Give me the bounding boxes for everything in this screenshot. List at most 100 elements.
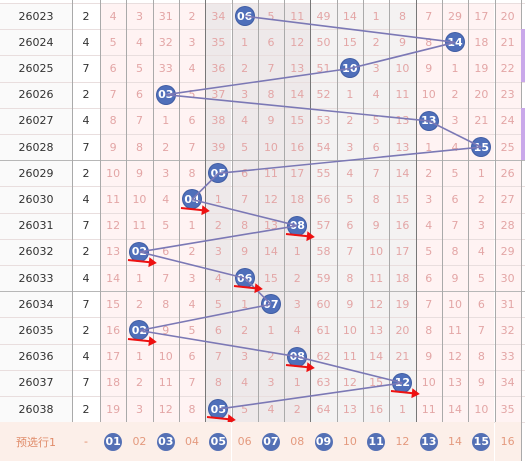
preselect-number-cell[interactable]: 06 [231,422,258,461]
trend-segment [349,41,456,70]
miss-cell: 12 [441,343,469,370]
miss-count: 32 [158,35,173,49]
miss-count: 2 [188,9,196,23]
miss-count: 5 [214,297,222,311]
preselect-number[interactable]: 04 [185,435,200,449]
preselect-number[interactable]: 12 [395,435,410,449]
miss-count: 6 [477,297,485,311]
miss-count: 4 [188,297,196,311]
preselect-number-cell[interactable]: 14 [441,422,469,461]
miss-cell: 4 [205,265,232,292]
miss-cell: 22 [494,55,521,82]
row-divider [0,160,525,162]
miss-count: 30 [500,271,515,285]
miss-cell: 7 [336,238,363,265]
preselect-number-cell[interactable]: 13 [415,422,442,461]
sum-value: 7 [72,369,100,396]
miss-count: 8 [162,297,170,311]
miss-count: 18 [395,271,410,285]
column-divider [178,0,180,461]
preselect-number-cell[interactable]: 01 [100,422,127,461]
miss-cell: 9 [441,265,469,292]
preselect-number-cell[interactable]: 09 [310,422,337,461]
row-divider [0,317,525,319]
miss-cell: 5 [363,107,390,134]
preselect-number[interactable]: 10 [342,435,357,449]
miss-count: 3 [188,35,196,49]
miss-cell: 6 [415,265,442,292]
miss-cell: 2 [468,186,495,213]
miss-count: 3 [214,245,222,259]
miss-count: 2 [293,402,301,416]
preselect-number-ball[interactable]: 13 [419,432,438,451]
preselect-number-ball[interactable]: 05 [209,432,228,451]
issue-number: 26034 [0,291,72,318]
preselect-number-cell[interactable]: 03 [152,422,179,461]
preselect-number-cell[interactable]: 08 [284,422,311,461]
row-divider [0,343,525,345]
miss-cell: 11 [415,396,442,423]
miss-cell: 19 [389,291,416,318]
miss-cell: 53 [310,107,337,134]
miss-cell: 51 [310,55,337,82]
issue-number: 26030 [0,186,72,213]
miss-count: 19 [395,297,410,311]
miss-cell: 12 [257,186,285,213]
preselect-number-cell[interactable]: 16 [494,422,521,461]
miss-cell: 10 [100,160,127,187]
preselect-number-ball[interactable]: 07 [261,432,280,451]
preselect-number-ball[interactable]: 09 [314,432,333,451]
miss-count: 15 [342,35,357,49]
preselect-number[interactable]: 06 [237,435,252,449]
miss-count: 64 [316,402,331,416]
miss-cell: 10 [363,238,390,265]
miss-cell: 55 [310,160,337,187]
miss-count: 1 [477,166,485,180]
miss-count: 63 [316,376,331,390]
miss-count: 11 [106,192,121,206]
miss-count: 9 [267,114,275,128]
column-divider [284,0,286,461]
preselect-number-cell[interactable]: 12 [389,422,416,461]
preselect-number[interactable]: 02 [132,435,147,449]
miss-count: 2 [162,140,170,154]
miss-count: 12 [448,350,463,364]
miss-cell: 3 [257,369,285,396]
preselect-number-cell[interactable]: 02 [126,422,153,461]
miss-cell: 14 [441,396,469,423]
preselect-number-cell[interactable]: 05 [205,422,232,461]
miss-count: 29 [448,9,463,23]
preselect-number-cell[interactable]: 11 [363,422,390,461]
miss-count: 8 [188,402,196,416]
row-divider [0,3,525,4]
miss-count: 7 [188,376,196,390]
miss-count: 2 [293,271,301,285]
edge-marker [521,55,525,82]
preselect-number[interactable]: 08 [290,435,305,449]
miss-count: 5 [135,61,143,75]
preselect-number-ball[interactable]: 03 [156,432,175,451]
preselect-number-cell[interactable]: 04 [178,422,206,461]
miss-count: 14 [290,88,305,102]
preselect-number-ball[interactable]: 15 [472,432,491,451]
preselect-number-ball[interactable]: 01 [104,432,123,451]
preselect-number-cell[interactable]: 15 [468,422,495,461]
miss-cell: 12 [284,29,311,56]
miss-count: 1 [241,297,249,311]
preselect-number-ball[interactable]: 11 [367,432,386,451]
miss-count: 4 [477,245,485,259]
issue-number: 26024 [0,29,72,56]
preselect-number[interactable]: 14 [448,435,463,449]
preselect-number[interactable]: 16 [500,435,515,449]
row-divider [0,212,525,214]
miss-count: 8 [451,245,459,259]
miss-cell: 2 [205,212,232,239]
miss-count: 11 [158,376,173,390]
preselect-number-cell[interactable]: 10 [336,422,363,461]
row-divider [0,369,525,371]
preselect-number-cell[interactable]: 07 [257,422,285,461]
miss-cell: 8 [178,160,206,187]
sum-value: 2 [72,3,100,30]
miss-cell: 18 [468,29,495,56]
